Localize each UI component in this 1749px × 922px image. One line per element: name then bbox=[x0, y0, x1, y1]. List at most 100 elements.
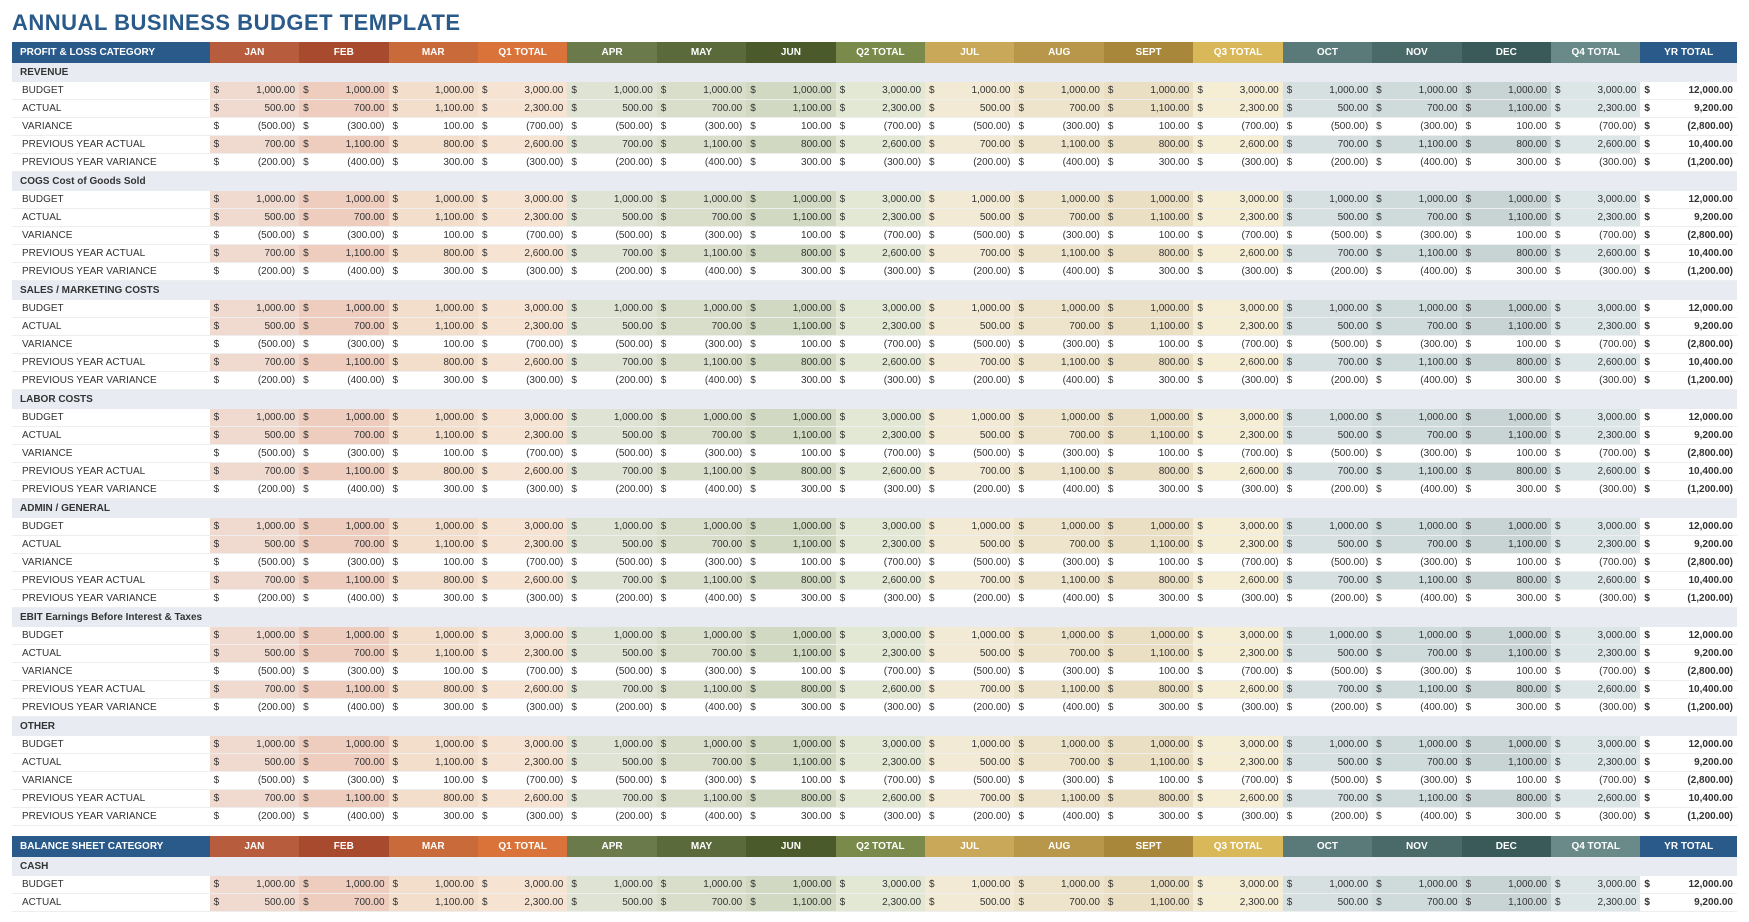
cell-q2[interactable]: $2,600.00 bbox=[836, 463, 925, 481]
cell-jul[interactable]: $700.00 bbox=[925, 245, 1014, 263]
cell-jun[interactable]: $100.00 bbox=[746, 445, 835, 463]
cell-q2[interactable]: $300.00 bbox=[836, 154, 925, 172]
cell-jul[interactable]: $500.00 bbox=[925, 209, 1014, 227]
cell-jun[interactable]: $800.00 bbox=[746, 790, 835, 808]
cell-q3[interactable]: $2,600.00 bbox=[1193, 463, 1282, 481]
cell-q2[interactable]: $300.00 bbox=[836, 372, 925, 390]
cell-jan[interactable]: $1,000.00 bbox=[210, 876, 299, 894]
cell-q3[interactable]: $700.00 bbox=[1193, 227, 1282, 245]
cell-q2[interactable]: $2,600.00 bbox=[836, 136, 925, 154]
cell-q2[interactable]: $2,300.00 bbox=[836, 893, 925, 911]
cell-q1[interactable]: $3,000.00 bbox=[478, 518, 567, 536]
cell-feb[interactable]: $700.00 bbox=[299, 427, 388, 445]
cell-jun[interactable]: $1,100.00 bbox=[746, 318, 835, 336]
cell-aug[interactable]: $400.00 bbox=[1014, 263, 1103, 281]
cell-q1[interactable]: $2,300.00 bbox=[478, 893, 567, 911]
cell-sept[interactable]: $1,100.00 bbox=[1104, 893, 1193, 911]
cell-may[interactable]: $1,000.00 bbox=[657, 876, 746, 894]
cell-q1[interactable]: $2,300.00 bbox=[478, 100, 567, 118]
cell-jan[interactable]: $500.00 bbox=[210, 554, 299, 572]
cell-jul[interactable]: $700.00 bbox=[925, 681, 1014, 699]
cell-dec[interactable]: $1,000.00 bbox=[1462, 191, 1551, 209]
cell-feb[interactable]: $300.00 bbox=[299, 336, 388, 354]
cell-apr[interactable]: $200.00 bbox=[567, 808, 656, 826]
cell-sept[interactable]: $100.00 bbox=[1104, 663, 1193, 681]
cell-dec[interactable]: $800.00 bbox=[1462, 572, 1551, 590]
header-nov[interactable]: NOV bbox=[1372, 836, 1461, 857]
cell-q2[interactable]: $300.00 bbox=[836, 481, 925, 499]
cell-aug[interactable]: $1,000.00 bbox=[1014, 82, 1103, 100]
cell-yr[interactable]: $12,000.00 bbox=[1640, 300, 1737, 318]
cell-q2[interactable]: $3,000.00 bbox=[836, 300, 925, 318]
cell-q4[interactable]: $700.00 bbox=[1551, 554, 1640, 572]
cell-q1[interactable]: $3,000.00 bbox=[478, 409, 567, 427]
cell-mar[interactable]: $800.00 bbox=[389, 463, 478, 481]
cell-nov[interactable]: $300.00 bbox=[1372, 336, 1461, 354]
cell-may[interactable]: $1,100.00 bbox=[657, 136, 746, 154]
cell-q4[interactable]: $300.00 bbox=[1551, 808, 1640, 826]
cell-yr[interactable]: $1,200.00 bbox=[1640, 154, 1737, 172]
cell-apr[interactable]: $500.00 bbox=[567, 336, 656, 354]
cell-q2[interactable]: $300.00 bbox=[836, 590, 925, 608]
cell-nov[interactable]: $700.00 bbox=[1372, 754, 1461, 772]
cell-q3[interactable]: $2,600.00 bbox=[1193, 572, 1282, 590]
cell-may[interactable]: $400.00 bbox=[657, 154, 746, 172]
cell-feb[interactable]: $1,000.00 bbox=[299, 300, 388, 318]
header-jul[interactable]: JUL bbox=[925, 42, 1014, 63]
cell-apr[interactable]: $500.00 bbox=[567, 754, 656, 772]
cell-apr[interactable]: $200.00 bbox=[567, 699, 656, 717]
cell-nov[interactable]: $700.00 bbox=[1372, 318, 1461, 336]
cell-yr[interactable]: $10,400.00 bbox=[1640, 463, 1737, 481]
cell-may[interactable]: $1,000.00 bbox=[657, 82, 746, 100]
cell-nov[interactable]: $300.00 bbox=[1372, 445, 1461, 463]
cell-may[interactable]: $1,000.00 bbox=[657, 409, 746, 427]
cell-may[interactable]: $400.00 bbox=[657, 263, 746, 281]
cell-q4[interactable]: $3,000.00 bbox=[1551, 627, 1640, 645]
cell-sept[interactable]: $1,100.00 bbox=[1104, 536, 1193, 554]
cell-q1[interactable]: $3,000.00 bbox=[478, 300, 567, 318]
cell-jul[interactable]: $700.00 bbox=[925, 572, 1014, 590]
cell-aug[interactable]: $700.00 bbox=[1014, 427, 1103, 445]
cell-mar[interactable]: $1,000.00 bbox=[389, 736, 478, 754]
cell-jan[interactable]: $700.00 bbox=[210, 681, 299, 699]
cell-sept[interactable]: $1,100.00 bbox=[1104, 645, 1193, 663]
cell-yr[interactable]: $10,400.00 bbox=[1640, 354, 1737, 372]
cell-apr[interactable]: $700.00 bbox=[567, 681, 656, 699]
cell-jun[interactable]: $1,100.00 bbox=[746, 209, 835, 227]
cell-dec[interactable]: $1,100.00 bbox=[1462, 209, 1551, 227]
cell-dec[interactable]: $800.00 bbox=[1462, 245, 1551, 263]
cell-q1[interactable]: $700.00 bbox=[478, 445, 567, 463]
cell-oct[interactable]: $1,000.00 bbox=[1283, 876, 1372, 894]
cell-jun[interactable]: $1,000.00 bbox=[746, 82, 835, 100]
cell-q1[interactable]: $2,300.00 bbox=[478, 427, 567, 445]
cell-nov[interactable]: $300.00 bbox=[1372, 227, 1461, 245]
cell-dec[interactable]: $1,000.00 bbox=[1462, 300, 1551, 318]
cell-aug[interactable]: $1,000.00 bbox=[1014, 300, 1103, 318]
cell-q2[interactable]: $3,000.00 bbox=[836, 409, 925, 427]
cell-jul[interactable]: $200.00 bbox=[925, 808, 1014, 826]
cell-jun[interactable]: $800.00 bbox=[746, 681, 835, 699]
cell-may[interactable]: $300.00 bbox=[657, 554, 746, 572]
cell-jun[interactable]: $1,100.00 bbox=[746, 645, 835, 663]
cell-nov[interactable]: $400.00 bbox=[1372, 808, 1461, 826]
cell-dec[interactable]: $1,100.00 bbox=[1462, 754, 1551, 772]
header-q3[interactable]: Q3 TOTAL bbox=[1193, 836, 1282, 857]
cell-oct[interactable]: $1,000.00 bbox=[1283, 736, 1372, 754]
cell-jul[interactable]: $500.00 bbox=[925, 663, 1014, 681]
cell-dec[interactable]: $100.00 bbox=[1462, 554, 1551, 572]
cell-q1[interactable]: $300.00 bbox=[478, 590, 567, 608]
cell-jul[interactable]: $700.00 bbox=[925, 463, 1014, 481]
cell-mar[interactable]: $100.00 bbox=[389, 118, 478, 136]
cell-aug[interactable]: $1,100.00 bbox=[1014, 245, 1103, 263]
cell-q3[interactable]: $300.00 bbox=[1193, 481, 1282, 499]
cell-aug[interactable]: $400.00 bbox=[1014, 699, 1103, 717]
cell-jan[interactable]: $500.00 bbox=[210, 536, 299, 554]
cell-jan[interactable]: $1,000.00 bbox=[210, 736, 299, 754]
cell-aug[interactable]: $300.00 bbox=[1014, 227, 1103, 245]
cell-sept[interactable]: $300.00 bbox=[1104, 808, 1193, 826]
cell-feb[interactable]: $700.00 bbox=[299, 645, 388, 663]
cell-q4[interactable]: $3,000.00 bbox=[1551, 409, 1640, 427]
cell-sept[interactable]: $1,000.00 bbox=[1104, 736, 1193, 754]
cell-q2[interactable]: $700.00 bbox=[836, 445, 925, 463]
cell-q3[interactable]: $700.00 bbox=[1193, 445, 1282, 463]
